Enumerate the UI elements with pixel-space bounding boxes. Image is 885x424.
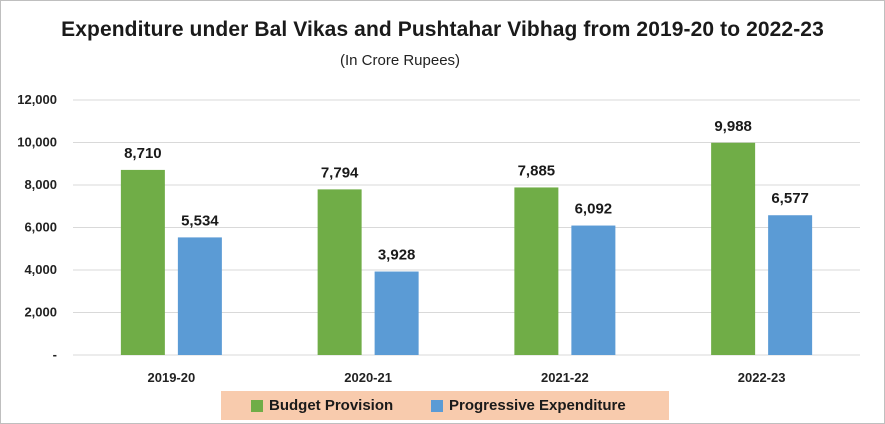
data-label: 6,092: [575, 201, 613, 218]
x-tick-label: 2020-21: [344, 370, 392, 385]
chart-subtitle: (In Crore Rupees): [340, 52, 461, 69]
y-tick-label: -: [53, 347, 57, 362]
y-tick-label: 12,000: [17, 92, 57, 107]
y-tick-label: 10,000: [17, 135, 57, 150]
bar-progressive-expenditure-2019-20: [177, 237, 222, 355]
bar-progressive-expenditure-2020-21: [374, 271, 419, 355]
chart-legend: Budget Provision Progressive Expenditure: [221, 391, 669, 420]
y-tick-label: 8,000: [24, 177, 57, 192]
data-label: 8,710: [124, 145, 162, 162]
bar-budget-provision-2020-21: [317, 189, 362, 355]
data-label: 9,988: [714, 118, 752, 135]
legend-item-budget-provision: Budget Provision: [251, 391, 393, 420]
bar-progressive-expenditure-2021-22: [571, 225, 616, 355]
data-label: 6,577: [771, 190, 809, 207]
data-label: 5,534: [181, 212, 219, 229]
legend-item-progressive-expenditure: Progressive Expenditure: [431, 391, 626, 420]
data-label: 7,794: [321, 164, 359, 181]
y-tick-label: 4,000: [24, 262, 57, 277]
legend-swatch-progressive-expenditure: [431, 399, 443, 412]
y-tick-label: 2,000: [24, 305, 57, 320]
x-tick-label: 2021-22: [541, 370, 589, 385]
legend-label-budget-provision: Budget Provision: [269, 397, 394, 414]
bar-progressive-expenditure-2022-23: [768, 215, 813, 355]
y-tick-label: 6,000: [24, 220, 57, 235]
legend-swatch-budget-provision: [251, 399, 263, 412]
data-label: 7,885: [518, 162, 556, 179]
legend-label-progressive-expenditure: Progressive Expenditure: [449, 397, 626, 414]
data-label: 3,928: [378, 247, 416, 264]
bar-budget-provision-2019-20: [120, 169, 165, 355]
x-tick-label: 2022-23: [738, 370, 786, 385]
x-tick-label: 2019-20: [148, 370, 196, 385]
chart-title: Expenditure under Bal Vikas and Pushtaha…: [61, 18, 824, 41]
bar-budget-provision-2022-23: [711, 142, 756, 355]
bar-budget-provision-2021-22: [514, 187, 559, 355]
